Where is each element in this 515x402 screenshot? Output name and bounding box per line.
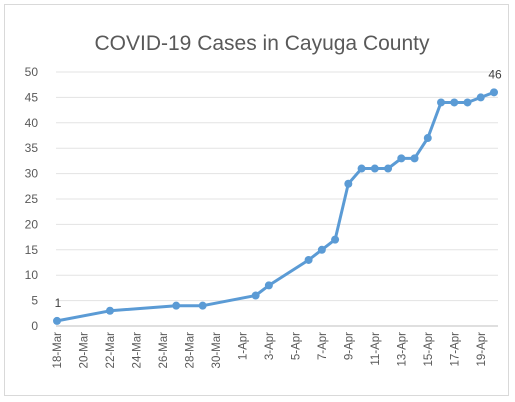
- y-tick-label: 45: [25, 90, 39, 104]
- y-tick-label: 10: [25, 268, 39, 282]
- data-point: [105, 306, 114, 315]
- data-point: [476, 93, 485, 102]
- x-tick-label: 19-Apr: [476, 332, 488, 367]
- data-point: [357, 164, 366, 173]
- y-tick-label: 25: [25, 192, 39, 206]
- data-label: 46: [488, 67, 502, 81]
- y-tick-label: 30: [25, 167, 39, 181]
- data-point: [410, 154, 419, 163]
- data-label: 1: [55, 296, 62, 310]
- y-tick-label: 5: [31, 294, 38, 308]
- y-tick-label: 50: [25, 65, 39, 79]
- x-tick-label: 30-Mar: [211, 332, 223, 369]
- x-axis-ticks: 18-Mar 20-Mar 22-Mar 24-Mar 26-Mar 28-Mar 30-M…: [52, 332, 488, 369]
- data-point: [384, 164, 393, 173]
- x-tick-label: 22-Mar: [105, 332, 117, 369]
- series-line: [55, 90, 496, 323]
- x-tick-label: 1-Apr: [237, 332, 249, 360]
- x-tick-label: 20-Mar: [78, 332, 90, 369]
- x-tick-label: 28-Mar: [184, 332, 196, 369]
- y-tick-label: 35: [25, 141, 39, 155]
- data-point: [397, 154, 406, 163]
- x-tick-label: 7-Apr: [317, 332, 329, 360]
- x-tick-label: 9-Apr: [343, 332, 355, 360]
- data-point: [490, 88, 498, 97]
- data-point: [344, 179, 353, 188]
- data-point: [172, 301, 181, 310]
- data-point: [331, 235, 340, 244]
- y-tick-label: 15: [25, 243, 39, 257]
- data-point: [198, 301, 207, 310]
- data-point: [264, 281, 273, 290]
- x-tick-label: 11-Apr: [370, 332, 382, 366]
- x-tick-label: 5-Apr: [290, 332, 302, 360]
- data-labels: 1 46: [55, 67, 502, 310]
- x-tick-label: 26-Mar: [158, 332, 170, 369]
- chart-frame: [4, 4, 509, 396]
- y-tick-label: 40: [25, 116, 39, 130]
- data-point: [53, 316, 61, 325]
- y-tick-label: 20: [25, 217, 39, 231]
- data-point: [423, 134, 432, 143]
- x-tick-label: 24-Mar: [131, 332, 143, 369]
- data-point: [437, 98, 446, 107]
- y-tick-label: 0: [31, 319, 38, 333]
- data-point: [304, 255, 313, 264]
- data-point: [463, 98, 472, 107]
- x-tick-label: 3-Apr: [264, 332, 276, 360]
- data-point: [251, 291, 260, 300]
- data-point: [450, 98, 459, 107]
- x-tick-label: 15-Apr: [423, 332, 435, 367]
- data-point: [317, 245, 326, 254]
- data-point: [370, 164, 379, 173]
- x-tick-label: 17-Apr: [449, 332, 461, 367]
- chart-title: COVID-19 Cases in Cayuga County: [95, 32, 430, 55]
- x-tick-label: 13-Apr: [396, 332, 408, 367]
- y-axis-ticks: 0 5 10 15 20 25 30 35 40 45 50: [25, 65, 39, 333]
- x-tick-label: 18-Mar: [52, 332, 64, 369]
- data-points: [53, 88, 498, 325]
- gridlines: [56, 71, 498, 327]
